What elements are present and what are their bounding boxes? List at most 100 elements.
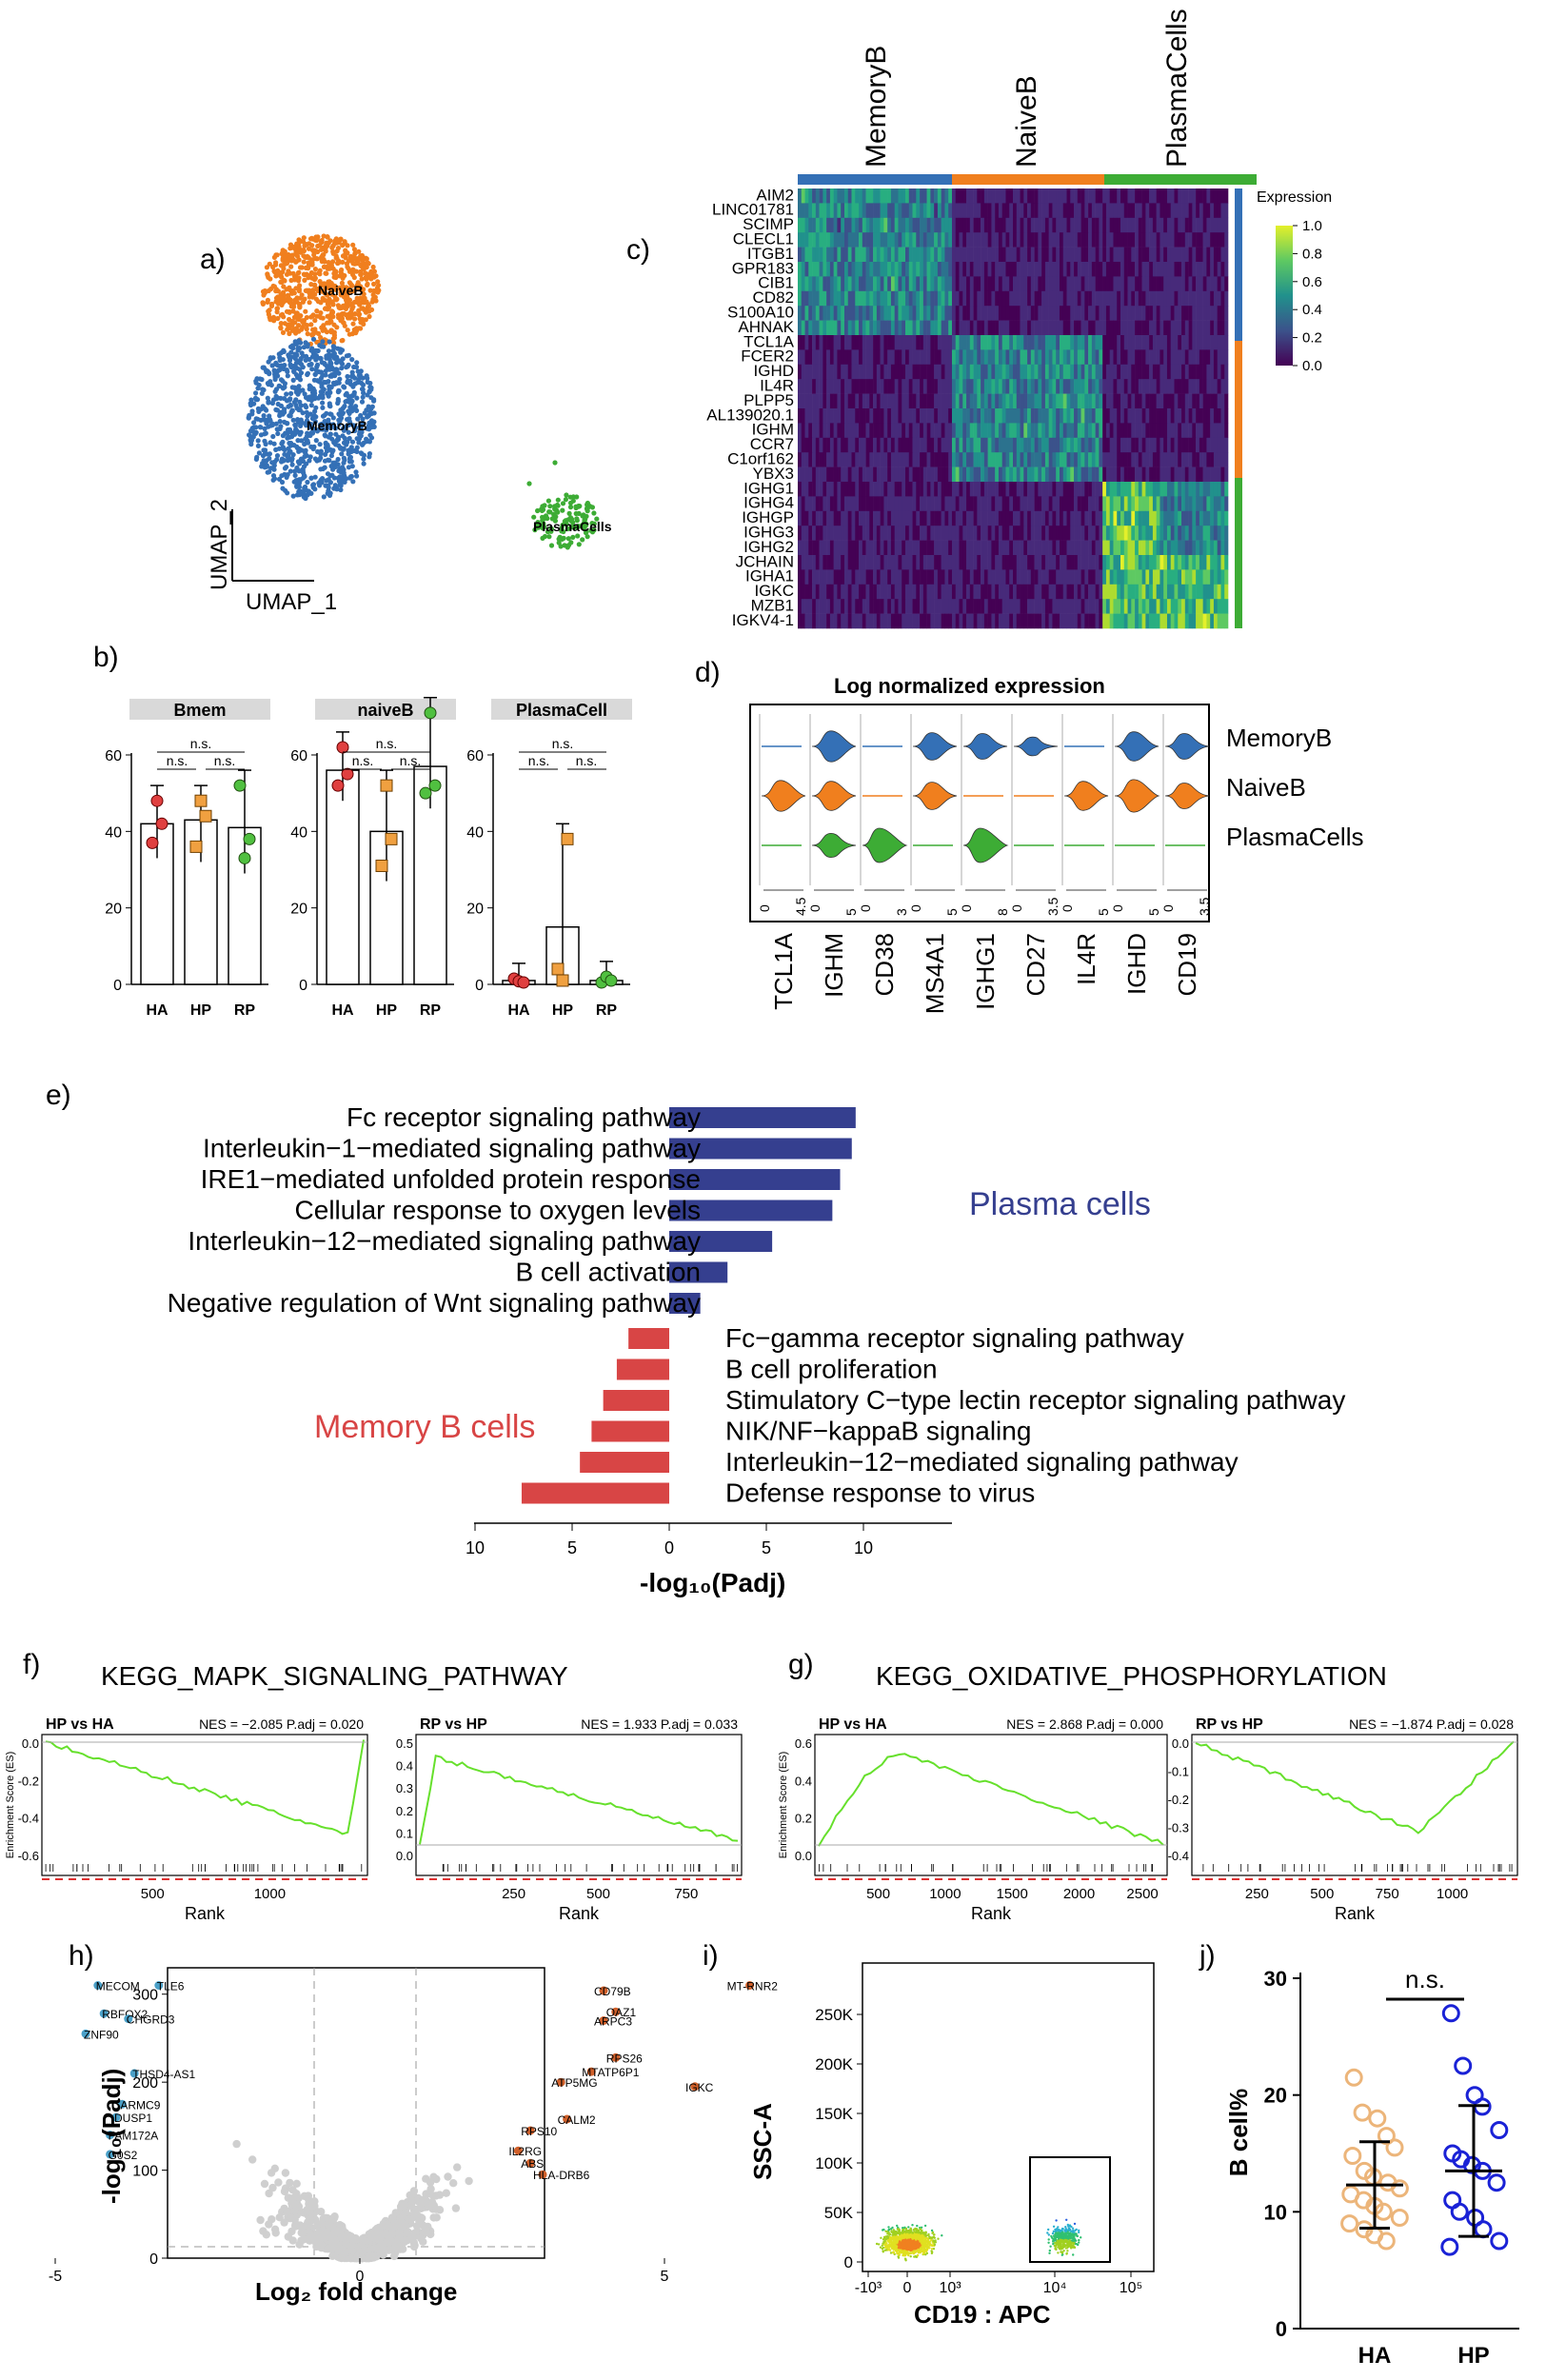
heatmap-cell bbox=[991, 247, 996, 263]
heatmap-cell bbox=[1052, 262, 1057, 277]
heatmap-cell bbox=[1138, 306, 1142, 321]
heatmap-cell bbox=[880, 393, 884, 409]
heatmap-cell bbox=[833, 188, 838, 204]
heatmap-cell bbox=[981, 379, 985, 394]
heatmap-cell bbox=[1070, 423, 1075, 439]
heatmap-cell bbox=[930, 232, 935, 248]
heatmap-cell bbox=[955, 349, 960, 366]
heatmap-cell bbox=[837, 379, 842, 394]
heatmap-cell bbox=[1184, 320, 1189, 336]
heatmap-cell bbox=[1206, 526, 1211, 541]
heatmap-cell bbox=[1138, 496, 1142, 512]
umap-point-naiveb bbox=[281, 250, 287, 256]
heatmap-cell bbox=[1123, 496, 1128, 512]
heatmap-cell bbox=[808, 306, 813, 321]
heatmap-cell bbox=[962, 408, 967, 424]
heatmap-cell bbox=[890, 335, 895, 350]
heatmap-cell bbox=[1163, 247, 1168, 263]
heatmap-cell bbox=[1109, 452, 1114, 467]
heatmap-cell bbox=[1091, 510, 1096, 526]
heatmap-cell bbox=[1192, 423, 1197, 439]
heatmap-cell bbox=[1166, 364, 1172, 380]
heatmap-cell bbox=[1196, 510, 1200, 526]
heatmap-cell bbox=[1113, 496, 1118, 512]
umap-point-memoryb bbox=[340, 446, 346, 452]
heatmap-cell bbox=[1052, 540, 1057, 556]
heatmap-cell bbox=[894, 276, 899, 292]
heatmap-cell bbox=[1009, 510, 1014, 526]
heatmap-cell bbox=[941, 335, 945, 350]
umap-point-memoryb bbox=[335, 437, 341, 443]
heatmap-cell bbox=[798, 379, 803, 394]
heatmap-cell bbox=[981, 526, 985, 541]
heatmap-cell bbox=[1141, 217, 1146, 233]
heatmap-cell bbox=[916, 320, 921, 336]
heatmap-cell bbox=[890, 247, 895, 263]
heatmap-cell bbox=[1020, 247, 1024, 263]
heatmap-cell bbox=[1196, 452, 1200, 467]
heatmap-cell bbox=[815, 555, 820, 570]
heatmap-cell bbox=[977, 496, 981, 512]
heatmap-cell bbox=[1170, 232, 1175, 248]
heatmap-cell bbox=[1210, 408, 1215, 424]
heatmap-cell bbox=[1005, 452, 1010, 467]
heatmap-cell bbox=[1181, 510, 1186, 526]
heatmap-cell bbox=[998, 349, 1002, 366]
heatmap-cell bbox=[1181, 349, 1186, 366]
heatmap-cell bbox=[1224, 276, 1229, 292]
heatmap-cell bbox=[1056, 437, 1060, 453]
heatmap-cell bbox=[1001, 379, 1006, 394]
heatmap-cell bbox=[883, 540, 888, 556]
heatmap-cell bbox=[815, 540, 820, 556]
heatmap-cell bbox=[1199, 276, 1203, 292]
heatmap-cell bbox=[823, 217, 827, 233]
heatmap-cell bbox=[1188, 379, 1193, 394]
heatmap-cell bbox=[798, 306, 803, 321]
heatmap-cell bbox=[829, 247, 834, 263]
heatmap-cell bbox=[969, 364, 974, 380]
heatmap-cell bbox=[1138, 320, 1142, 336]
heatmap-cell bbox=[1041, 247, 1046, 263]
panel-label-b: b) bbox=[93, 642, 119, 673]
heatmap-cell bbox=[1220, 217, 1225, 233]
heatmap-cell bbox=[812, 262, 817, 277]
heatmap-cell bbox=[969, 262, 974, 277]
umap-point-memoryb bbox=[264, 464, 269, 469]
heatmap-cell bbox=[1113, 437, 1118, 453]
heatmap-cell bbox=[962, 510, 967, 526]
heatmap-cell bbox=[908, 203, 913, 219]
heatmap-cell bbox=[1001, 555, 1006, 570]
heatmap-cell bbox=[801, 423, 805, 439]
heatmap-cell bbox=[1020, 203, 1024, 219]
heatmap-cell bbox=[862, 203, 866, 219]
heatmap-cell bbox=[865, 232, 870, 248]
heatmap-cell bbox=[991, 379, 996, 394]
heatmap-cell bbox=[995, 526, 1000, 541]
heatmap-cell bbox=[876, 555, 881, 570]
heatmap-cell bbox=[1181, 320, 1186, 336]
heatmap-cell bbox=[1023, 393, 1028, 409]
heatmap-cell bbox=[962, 247, 967, 263]
umap-point-memoryb bbox=[257, 425, 263, 430]
heatmap-cell bbox=[902, 423, 906, 439]
heatmap-cell bbox=[1170, 379, 1175, 394]
heatmap-cell bbox=[930, 203, 935, 219]
heatmap-cell bbox=[1080, 276, 1085, 292]
heatmap-cell bbox=[962, 276, 967, 292]
heatmap-cell bbox=[1023, 452, 1028, 467]
heatmap-cell bbox=[865, 510, 870, 526]
heatmap-cell bbox=[995, 276, 1000, 292]
heatmap-cell bbox=[1217, 496, 1221, 512]
heatmap-cell bbox=[1013, 290, 1018, 307]
heatmap-cell bbox=[1095, 482, 1100, 497]
heatmap-cell bbox=[1113, 203, 1118, 219]
heatmap-cell bbox=[1206, 393, 1211, 409]
heatmap-cell bbox=[926, 510, 931, 526]
heatmap-cell bbox=[804, 290, 809, 307]
heatmap-cell bbox=[812, 349, 817, 366]
heatmap-cell bbox=[883, 306, 888, 321]
heatmap-cell bbox=[1178, 262, 1182, 277]
heatmap-cell bbox=[1009, 452, 1014, 467]
heatmap-cell bbox=[887, 437, 892, 453]
heatmap-cell bbox=[869, 496, 874, 512]
